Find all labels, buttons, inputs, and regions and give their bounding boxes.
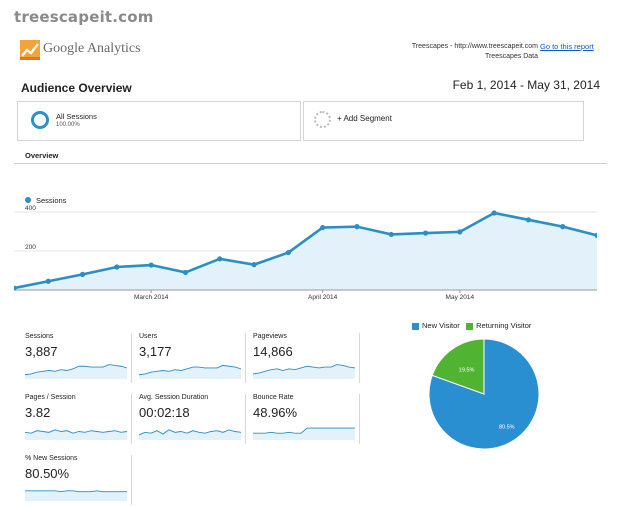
metric-tile-avg-session-duration[interactable]: Avg. Session Duration 00:02:18 [139,394,246,444]
sparkline-area [253,364,355,379]
sparkline-line [139,429,241,436]
sessions-point[interactable] [560,224,566,230]
legend-returning-visitor: Returning Visitor [476,321,532,330]
metric-tile-pageviews[interactable]: Pageviews 14,866 [253,333,360,383]
sessions-point[interactable] [45,278,51,284]
segment-circle-icon [31,111,49,129]
sparkline-area [139,365,241,379]
metric-label: Pages / Session [25,394,76,401]
sessions-point[interactable] [182,269,189,276]
metric-value: 3,887 [25,344,58,359]
y-tick-label: 200 [25,244,36,251]
sessions-point[interactable] [217,256,223,262]
sessions-point[interactable] [388,231,394,238]
metric-sparkline [139,429,241,440]
legend-new-visitor: New Visitor [422,321,460,330]
metric-sparkline [25,429,127,440]
metric-sparkline [25,364,127,379]
metric-label: Avg. Session Duration [139,394,209,401]
sparkline-line [25,429,127,434]
metric-value: 3,177 [139,344,172,359]
visitor-pie-chart: 80.5% 19.5% [428,338,540,450]
metric-sparkline [25,490,127,501]
sparkline-line [139,364,241,376]
metric-tile-users[interactable]: Users 3,177 [139,333,246,383]
metric-label: Bounce Rate [253,394,294,401]
metric-value: 14,866 [253,344,293,359]
sessions-point[interactable] [320,225,326,231]
sessions-legend-dot [25,197,31,203]
add-segment-circle-icon [314,111,331,128]
sessions-point[interactable] [422,230,429,236]
sparkline-line [25,490,127,493]
sessions-point[interactable] [148,262,154,268]
sessions-point[interactable] [457,229,463,235]
sparkline-line [253,364,355,375]
metric-label: Users [139,333,158,340]
pie-slice-label: 19.5% [459,367,475,373]
tab-divider [14,163,607,164]
page-title: Audience Overview [21,81,132,95]
metric-label: Pageviews [253,333,287,340]
sessions-chart: 400 200 Sessions March 2014 April 2014 May 20… [14,196,597,301]
sparkline-area [139,429,241,440]
metric-value: 00:02:18 [139,405,190,420]
sessions-point[interactable] [354,224,360,230]
segment-all-sessions[interactable] [17,101,301,141]
x-tick-label: April 2014 [308,294,338,301]
go-to-report-link[interactable]: Go to this report [540,42,594,51]
metric-value: 80.50% [25,466,70,481]
metric-sparkline [253,364,355,379]
site-title: treescapeit.com [14,8,154,26]
date-range[interactable]: Feb 1, 2014 - May 31, 2014 [452,78,600,92]
metric-value: 48.96% [253,405,298,420]
sessions-point[interactable] [285,249,291,256]
sparkline-area [25,364,127,379]
sparkline-line [253,427,355,434]
metric-label: Sessions [25,333,54,340]
metric-sparkline [253,427,355,440]
segment-percent: 100.00% [56,122,80,128]
report-meta: Treescapes - http://www.treescapeit.com … [388,42,538,62]
y-tick-label: 400 [25,205,36,212]
pie-legend: New Visitor Returning Visitor [412,321,531,330]
metric-sparkline [139,364,241,379]
property-view: Treescapes Data [484,53,538,60]
metric-tile-new-sessions[interactable]: % New Sessions 80.50% [25,455,132,505]
sessions-legend-label: Sessions [36,196,67,205]
new-visitor-swatch [412,322,419,330]
sparkline-line [25,364,127,376]
add-segment-label: + Add Segment [337,114,392,123]
tab-overview[interactable]: Overview [25,151,59,160]
sparkline-area [253,428,355,440]
x-tick-label: March 2014 [134,294,169,301]
sparkline-area [25,490,127,501]
google-analytics-logo-icon [20,40,40,60]
sessions-point[interactable] [491,210,497,216]
sessions-point[interactable] [114,264,120,270]
sessions-point[interactable] [251,262,257,268]
pie-slice-returning-visitor[interactable] [431,338,485,395]
sessions-point[interactable] [14,285,17,291]
metric-value: 3.82 [25,405,51,420]
sessions-line [14,211,597,290]
property-url: Treescapes - http://www.treescapeit.com [411,43,538,50]
sessions-point[interactable] [525,217,532,223]
sessions-point[interactable] [79,271,86,277]
metric-label: % New Sessions [25,455,78,462]
sessions-point[interactable] [594,232,597,238]
add-segment-button[interactable] [303,101,584,141]
x-tick-label: May 2014 [446,294,475,301]
metric-tile-sessions[interactable]: Sessions 3,887 [25,333,132,383]
pie-slice-label: 80.5% [499,424,515,430]
pie-slice-new-visitor[interactable] [428,338,540,450]
metric-tile-bounce-rate[interactable]: Bounce Rate 48.96% [253,394,360,444]
metric-tile-pages-session[interactable]: Pages / Session 3.82 [25,394,132,444]
segment-name: All Sessions [56,112,97,121]
returning-visitor-swatch [466,322,474,330]
google-analytics-wordmark: Google Analytics [43,41,141,56]
